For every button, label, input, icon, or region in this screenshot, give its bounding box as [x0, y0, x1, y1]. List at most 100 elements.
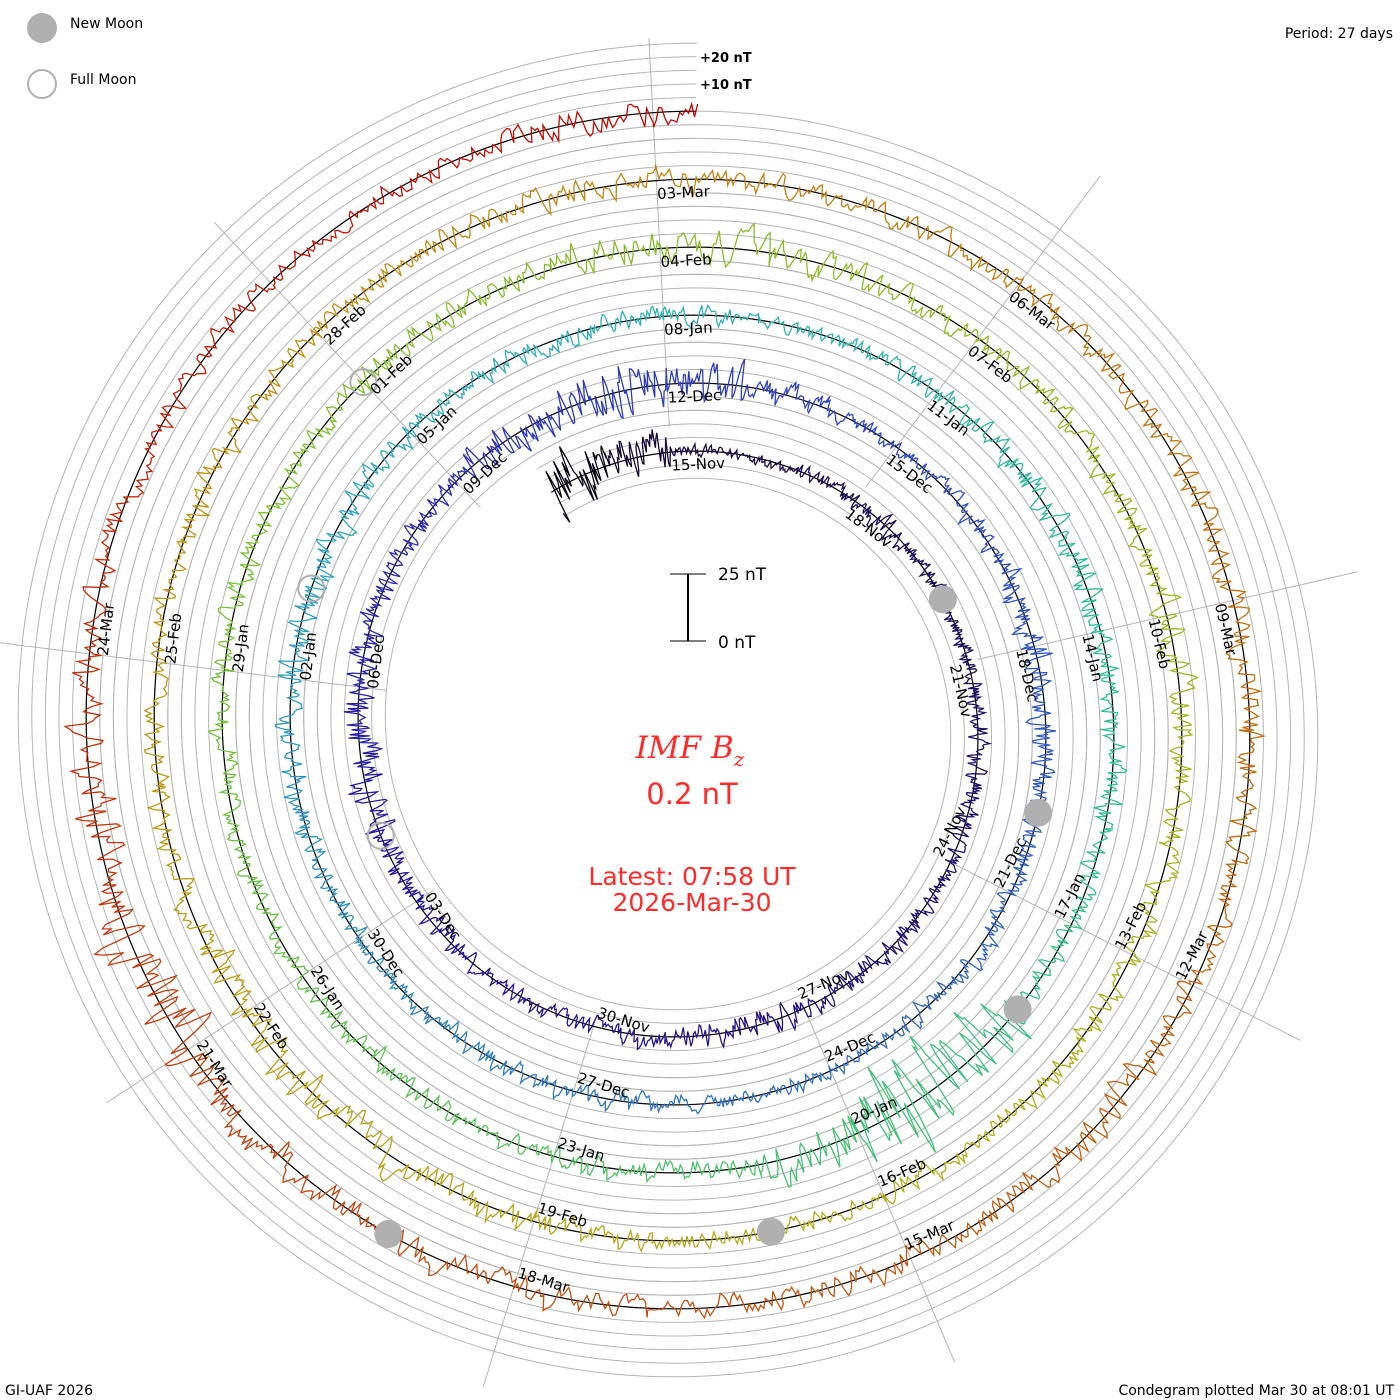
- zero-baseline-spiral: [85, 110, 1251, 1310]
- new-moon-legend-label: New Moon: [70, 16, 143, 32]
- bz-trace-day: [1057, 406, 1132, 514]
- radial-grid-line: [865, 175, 1101, 488]
- latest-time: Latest: 07:58 UT: [588, 862, 796, 891]
- scale-bar: [670, 573, 706, 642]
- bz-trace-day: [451, 1117, 555, 1163]
- grid-spiral: [44, 69, 1292, 1351]
- radial-grid-line: [0, 642, 388, 691]
- bz-trace-day: [311, 859, 369, 940]
- bz-trace-day: [230, 328, 323, 432]
- full-moon-legend-label: Full Moon: [70, 72, 136, 88]
- bz-trace-day: [662, 303, 760, 331]
- bz-trace-day: [955, 498, 1012, 571]
- full-moon-marker: [297, 574, 326, 603]
- bz-trace-day: [179, 427, 242, 544]
- grid-spiral: [58, 83, 1278, 1337]
- bz-trace-day: [983, 1055, 1079, 1137]
- radial-grid-line: [106, 889, 434, 1104]
- bz-trace-day: [512, 1275, 649, 1318]
- date-label: 18-Dec: [1012, 647, 1042, 703]
- date-label: 04-Feb: [660, 250, 712, 271]
- bz-trace-day: [281, 1141, 395, 1242]
- bz-trace-day: [109, 389, 188, 516]
- bz-trace-day: [746, 380, 831, 415]
- full-moon-marker: [349, 368, 378, 397]
- bz-trace-day: [348, 761, 396, 840]
- bz-trace-day: [901, 960, 970, 1031]
- bz-trace-day: [655, 1158, 763, 1180]
- date-label: 28-Feb: [320, 301, 370, 349]
- date-label: 08-Jan: [664, 318, 713, 339]
- bz-trace-day: [63, 654, 105, 795]
- date-label: 26-Jan: [307, 963, 348, 1013]
- bz-trace-day: [1162, 729, 1194, 845]
- bz-trace-day: [770, 1192, 888, 1235]
- bz-trace-day: [207, 670, 239, 779]
- bz-trace-day: [353, 936, 418, 1016]
- bz-trace-day: [569, 305, 665, 348]
- bz-trace-day: [781, 1245, 909, 1309]
- radial-grid-line: [801, 1002, 956, 1363]
- bz-trace-day: [1069, 828, 1114, 930]
- bz-traces: [63, 101, 1267, 1320]
- bz-trace-day: [783, 175, 909, 230]
- date-label: 24-Dec: [822, 1028, 878, 1065]
- grid-label-plus20: +20 nT: [700, 51, 752, 66]
- bz-trace-day: [1006, 810, 1043, 896]
- bz-trace-day: [75, 791, 134, 936]
- bz-trace-day: [489, 1054, 574, 1100]
- bz-trace-day: [734, 1001, 809, 1036]
- bz-trace-day: [361, 312, 456, 392]
- bz-trace-day: [1030, 728, 1057, 812]
- bz-trace-day: [93, 924, 212, 1066]
- latest-value: 0.2 nT: [646, 777, 738, 811]
- date-label: 15-Nov: [671, 454, 726, 475]
- bz-trace-day: [272, 196, 385, 289]
- radial-grid-line: [214, 222, 481, 508]
- date-label: 15-Mar: [901, 1216, 957, 1254]
- bz-trace-day: [519, 379, 587, 452]
- bz-trace-day: [370, 1044, 461, 1125]
- bz-trace-day: [669, 441, 736, 460]
- latest-date: 2026-Mar-30: [612, 888, 771, 917]
- bz-trace-day: [652, 101, 699, 128]
- bz-trace-day: [664, 1018, 736, 1050]
- new-moon-marker: [756, 1217, 785, 1246]
- bz-trace-day: [795, 464, 861, 502]
- bz-trace-day: [464, 951, 526, 1004]
- bz-trace-day: [274, 679, 304, 773]
- bz-trace-day: [146, 785, 195, 911]
- bz-trace-day: [1224, 729, 1267, 865]
- bz-trace-day: [313, 255, 419, 339]
- bz-trace-day: [402, 477, 459, 547]
- bz-trace-day: [1225, 597, 1263, 731]
- bz-trace-day: [239, 464, 301, 567]
- bz-trace-day: [909, 859, 957, 924]
- date-label: 02-Jan: [296, 631, 320, 681]
- bz-trace-day: [449, 427, 525, 482]
- bz-trace-day: [959, 891, 1017, 972]
- date-label: 24-Mar: [94, 601, 118, 656]
- bz-trace-day: [290, 378, 367, 468]
- bz-trace-day: [523, 997, 598, 1034]
- bz-trace-day: [281, 771, 327, 862]
- bz-trace-day: [651, 1222, 772, 1251]
- bz-trace-day: [346, 608, 384, 689]
- bz-trace-day: [861, 919, 921, 974]
- bz-trace-day: [1019, 1090, 1128, 1191]
- date-label: 24-Nov: [929, 804, 970, 860]
- bz-trace-day: [365, 544, 415, 612]
- date-label: 19-Feb: [535, 1199, 589, 1231]
- bz-trace-day: [734, 448, 800, 474]
- bz-trace-day: [933, 389, 1011, 468]
- radial-grid-line: [482, 1013, 598, 1387]
- chart-title: IMF Bz: [635, 730, 745, 771]
- bz-trace-day: [1069, 955, 1142, 1061]
- bz-trace-day: [1016, 277, 1122, 372]
- bz-trace-day: [747, 1065, 832, 1104]
- bz-trace-day: [660, 1090, 749, 1115]
- bz-trace-day: [830, 1024, 911, 1076]
- bz-trace-day: [924, 1000, 1032, 1090]
- bz-trace-day: [143, 662, 170, 787]
- bz-trace-day: [906, 215, 1023, 289]
